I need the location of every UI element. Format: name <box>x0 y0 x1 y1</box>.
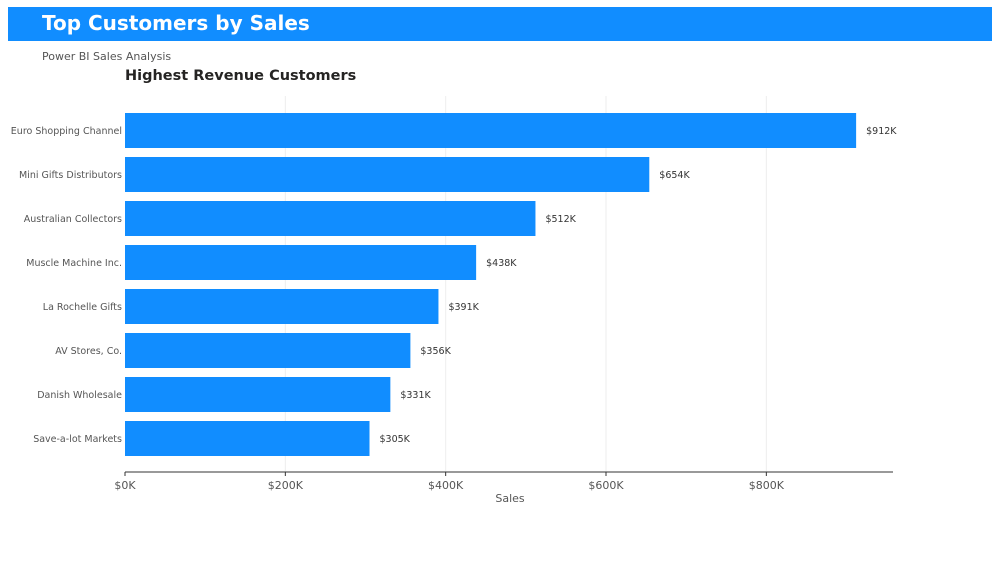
category-label: Mini Gifts Distributors <box>19 170 122 181</box>
x-tick-label: $400K <box>428 479 464 492</box>
page-subtitle: Power BI Sales Analysis <box>42 50 172 63</box>
bar <box>125 421 370 456</box>
category-label: Muscle Machine Inc. <box>26 258 122 269</box>
bar <box>125 201 536 236</box>
axis-layer: $0K $200K $400K $600K $800K <box>114 471 893 492</box>
x-tick-label: $0K <box>114 479 136 492</box>
data-label: $331K <box>400 390 431 401</box>
bar <box>125 289 439 324</box>
bar <box>125 333 411 368</box>
data-label: $654K <box>659 170 690 181</box>
data-label: $356K <box>420 346 451 357</box>
bar <box>125 377 391 412</box>
data-label: $438K <box>486 258 517 269</box>
bar <box>125 113 857 148</box>
data-label: $912K <box>866 126 897 137</box>
category-label: Save-a-lot Markets <box>33 434 122 445</box>
category-label: Australian Collectors <box>24 214 122 225</box>
data-label: $391K <box>448 302 479 313</box>
x-tick-label: $600K <box>588 479 624 492</box>
x-tick-label: $200K <box>268 479 304 492</box>
bar <box>125 245 477 280</box>
category-label: Danish Wholesale <box>37 390 122 401</box>
data-label: $305K <box>380 434 411 445</box>
title-bar: Top Customers by Sales <box>8 7 992 41</box>
page-title: Top Customers by Sales <box>42 11 310 35</box>
bar-layer <box>125 113 857 456</box>
category-label: AV Stores, Co. <box>55 346 122 357</box>
chart-title: Highest Revenue Customers <box>125 68 356 84</box>
category-label: La Rochelle Gifts <box>43 302 122 313</box>
grid-layer <box>284 96 767 472</box>
category-label: Euro Shopping Channel <box>11 126 122 137</box>
x-axis-title: Sales <box>495 492 525 505</box>
data-label: $512K <box>545 214 576 225</box>
bar <box>125 157 650 192</box>
x-tick-label: $800K <box>749 479 785 492</box>
label-layer: Euro Shopping Channel $912K Mini Gifts Dis… <box>11 126 898 445</box>
